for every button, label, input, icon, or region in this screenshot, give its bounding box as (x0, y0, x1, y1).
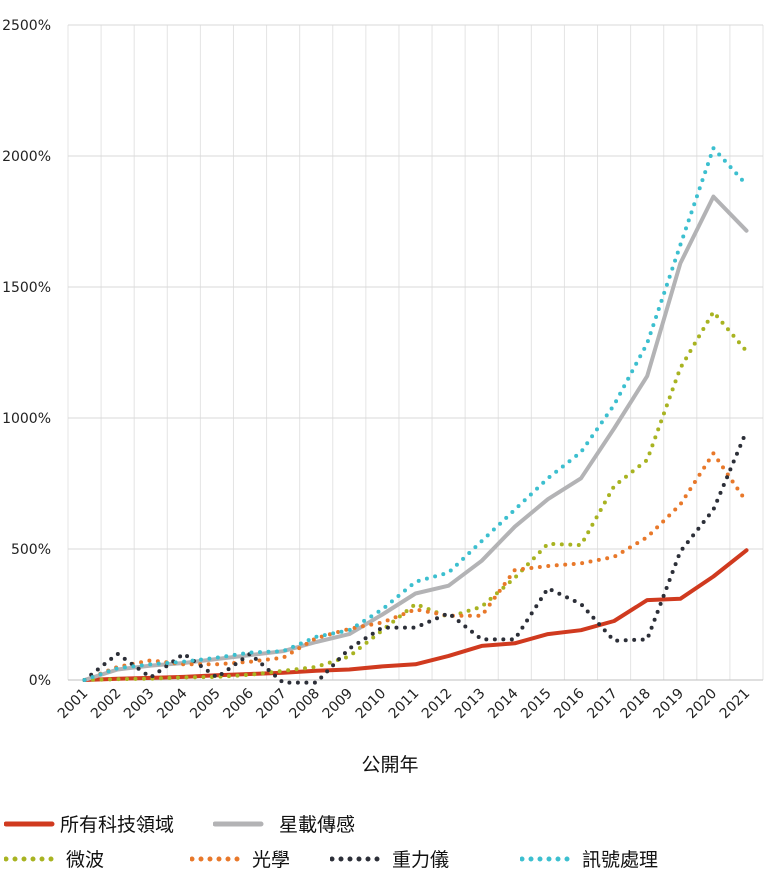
legend-label: 微波 (66, 845, 104, 872)
legend-item: 星載傳感 (213, 810, 355, 837)
series-lines (85, 148, 747, 683)
grid (68, 25, 763, 680)
x-tick-label: 2011 (386, 686, 423, 723)
legend-swatch (330, 849, 382, 869)
legend-label: 光學 (252, 845, 290, 872)
line-chart: 0%500%1000%1500%2000%2500% 2001200220032… (0, 0, 779, 800)
x-tick-label: 2020 (684, 686, 721, 723)
y-tick-label: 2500% (2, 18, 51, 34)
x-tick-label: 2013 (452, 686, 489, 723)
legend-item: 微波 (4, 845, 104, 872)
x-tick-label: 2004 (154, 685, 191, 722)
x-tick-label: 2018 (617, 686, 654, 723)
y-axis-ticks: 0% 500% 1000% 1500% 2000% 2500% (2, 18, 51, 689)
legend-swatch (4, 849, 56, 869)
x-tick-label: 2009 (320, 686, 357, 723)
legend-item: 訊號處理 (520, 845, 658, 872)
series-line-4 (85, 453, 747, 680)
legend-label: 星載傳感 (279, 810, 355, 837)
y-tick-label: 1000% (2, 411, 51, 427)
x-axis-label: 公開年 (361, 754, 418, 776)
x-tick-label: 2014 (485, 685, 522, 722)
legend-item: 光學 (190, 845, 290, 872)
series-line-2 (85, 197, 747, 680)
x-tick-label: 2001 (55, 686, 92, 723)
y-tick-label: 0% (29, 673, 51, 689)
x-tick-label: 2005 (187, 686, 224, 723)
x-tick-label: 2002 (88, 686, 125, 723)
y-tick-label: 2000% (2, 149, 51, 165)
legend-label: 訊號處理 (582, 845, 658, 872)
x-tick-label: 2007 (253, 686, 290, 723)
legend-label: 所有科技領域 (60, 810, 174, 837)
legend-swatch (4, 814, 60, 834)
series-line-5 (85, 431, 747, 682)
x-tick-label: 2012 (419, 686, 456, 723)
legend-item: 所有科技領域 (4, 810, 174, 837)
x-tick-label: 2008 (287, 686, 324, 723)
legend: 所有科技領域 星載傳感微波 光學 重力儀 訊號處理 (0, 800, 779, 880)
x-tick-label: 2010 (353, 686, 390, 723)
x-tick-label: 2006 (220, 685, 257, 722)
legend-swatch (213, 814, 269, 834)
legend-swatch (190, 849, 242, 869)
series-line-3 (85, 312, 747, 680)
x-axis-ticks: 2001200220032004200520062007200820092010… (55, 685, 753, 722)
x-tick-label: 2021 (717, 686, 754, 723)
x-tick-label: 2003 (121, 686, 158, 723)
x-tick-label: 2016 (551, 685, 588, 722)
x-tick-label: 2019 (651, 686, 688, 723)
legend-item: 重力儀 (330, 845, 449, 872)
x-tick-label: 2017 (584, 686, 621, 723)
legend-swatch (520, 849, 572, 869)
x-tick-label: 2015 (518, 686, 555, 723)
y-tick-label: 1500% (2, 280, 51, 296)
legend-label: 重力儀 (392, 845, 449, 872)
y-tick-label: 500% (11, 542, 51, 558)
